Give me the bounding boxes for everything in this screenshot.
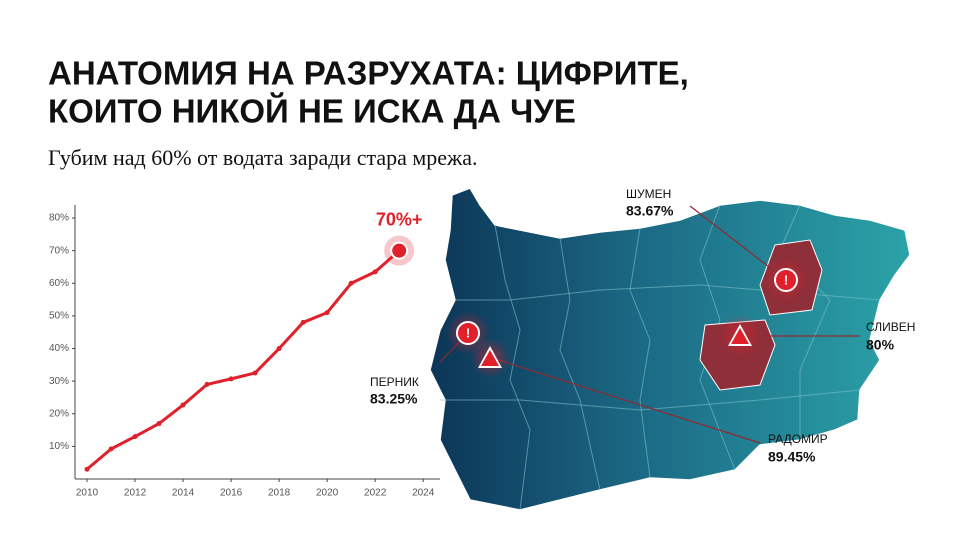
data-point <box>348 280 354 286</box>
svg-text:!: ! <box>784 272 788 287</box>
data-point <box>228 376 234 382</box>
title-line: АНАТОМИЯ НА РАЗРУХАТА: ЦИФРИТЕ, <box>48 55 689 92</box>
x-tick-label: 2014 <box>172 488 195 499</box>
warning-markers: ! ! <box>446 258 808 378</box>
data-point <box>372 269 378 275</box>
y-tick-label: 40% <box>49 343 69 354</box>
y-tick-label: 60% <box>49 278 69 289</box>
x-tick-label: 2020 <box>316 488 339 499</box>
svg-text:!: ! <box>466 325 470 340</box>
callout-name: РАДОМИР <box>768 432 828 446</box>
data-point <box>156 421 162 427</box>
data-point <box>204 381 210 387</box>
callout-name: ПЕРНИК <box>370 375 419 389</box>
callout-name: СЛИВЕН <box>866 320 915 334</box>
callout-value: 80% <box>866 337 895 353</box>
data-point <box>324 310 330 316</box>
y-tick-label: 10% <box>49 441 69 452</box>
callout-value: 83.67% <box>626 203 674 219</box>
annotation: 70%+ <box>376 209 423 229</box>
data-point <box>180 402 186 408</box>
x-tick-label: 2018 <box>268 488 291 499</box>
data-point <box>84 466 90 472</box>
x-tick-label: 2016 <box>220 488 243 499</box>
x-tick-label: 2024 <box>412 488 435 499</box>
y-tick-label: 50% <box>49 311 69 322</box>
y-tick-label: 70% <box>49 245 69 256</box>
y-tick-label: 20% <box>49 408 69 419</box>
y-tick-label: 30% <box>49 376 69 387</box>
highlight-point <box>390 241 409 260</box>
subtitle: Губим над 60% от водата заради стара мре… <box>48 145 478 170</box>
data-point <box>300 319 306 325</box>
data-point <box>276 346 282 352</box>
callout-name: ШУМЕН <box>626 187 671 201</box>
map-borders <box>440 204 881 511</box>
x-tick-label: 2022 <box>364 488 387 499</box>
callout-value: 89.45% <box>768 449 816 465</box>
y-tick-label: 80% <box>49 213 69 224</box>
callout-value: 83.25% <box>370 391 418 407</box>
data-point <box>108 446 114 452</box>
data-point <box>132 434 138 440</box>
x-tick-label: 2010 <box>76 488 99 499</box>
data-line <box>86 249 401 471</box>
x-tick-label: 2012 <box>124 488 147 499</box>
line-chart: 10% 20% 30% 40% 50% 60% 70% 80% 2010 2012 2014 2016… <box>49 205 440 499</box>
data-point <box>252 370 258 376</box>
map: ! ! ШУМЕН 83.67% СЛИВЕН 80% ПЕРНИК 83.25… <box>370 187 915 511</box>
title-line: КОИТО НИКОЙ НЕ ИСКА ДА ЧУЕ <box>48 92 576 130</box>
